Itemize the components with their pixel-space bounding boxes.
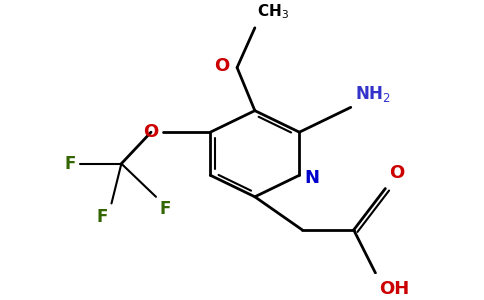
Text: O: O <box>143 123 158 141</box>
Text: F: F <box>64 155 76 173</box>
Text: NH$_2$: NH$_2$ <box>355 84 391 104</box>
Text: OH: OH <box>379 280 409 298</box>
Text: O: O <box>389 164 405 182</box>
Text: F: F <box>160 200 171 218</box>
Text: CH$_3$: CH$_3$ <box>257 2 289 21</box>
Text: F: F <box>96 208 107 226</box>
Text: N: N <box>304 169 319 187</box>
Text: O: O <box>214 57 229 75</box>
